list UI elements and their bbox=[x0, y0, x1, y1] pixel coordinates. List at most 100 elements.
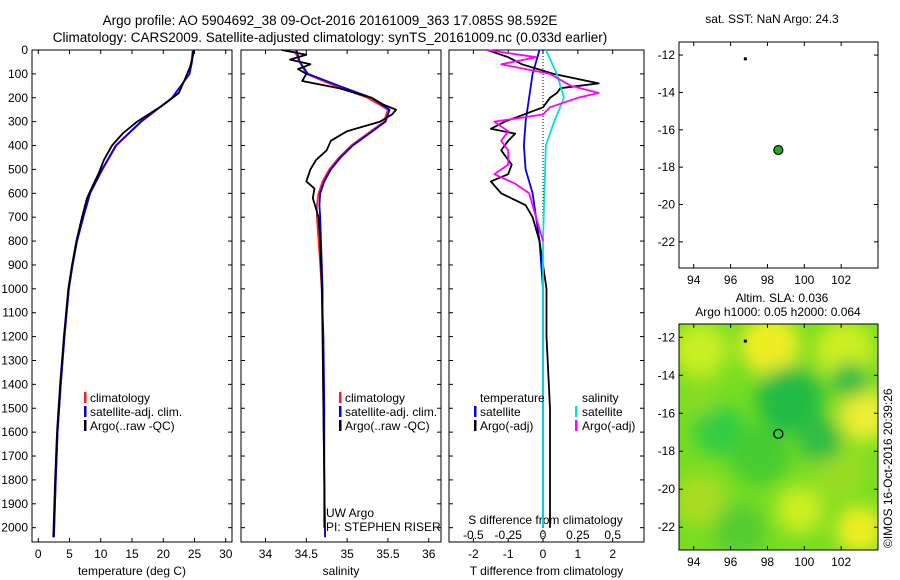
x-tick-label: 100 bbox=[794, 273, 814, 287]
salinity-profile-panel: 34 34.5 35 35.5 36 salinity bbox=[240, 49, 442, 578]
legend-satellite-label: satellite-adj. clim. bbox=[345, 405, 437, 419]
legend-swatch bbox=[575, 420, 578, 431]
y-tick-label: 1700 bbox=[1, 449, 28, 463]
previous-position-marker bbox=[743, 339, 747, 343]
x-tick-label: 98 bbox=[761, 555, 775, 569]
x-axis-label: temperature (deg C) bbox=[78, 564, 186, 578]
legend-satellite-label: satellite-adj. clim. bbox=[90, 405, 182, 419]
x-tick-label: 102 bbox=[831, 273, 851, 287]
series-line-3 bbox=[487, 49, 600, 242]
x-tick-label: 25 bbox=[188, 547, 202, 561]
x-tick-label: 20 bbox=[157, 547, 171, 561]
y-tick-label: -16 bbox=[658, 406, 676, 420]
x-tick-label: 34.5 bbox=[295, 547, 319, 561]
plot-title-line2: Climatology: CARS2009. Satellite-adjuste… bbox=[52, 30, 608, 45]
map-frame bbox=[678, 41, 879, 269]
y-tick-label: 1900 bbox=[1, 497, 28, 511]
y-tick-label: 1300 bbox=[1, 353, 28, 367]
y-tick-label: 2000 bbox=[1, 521, 28, 535]
y-tick-label: -20 bbox=[658, 197, 676, 211]
y-tick-label: -14 bbox=[658, 85, 676, 99]
y-tick-label: 800 bbox=[8, 234, 28, 248]
legend-swatch bbox=[84, 420, 87, 431]
plot-frame bbox=[240, 49, 442, 543]
y-tick-label: -20 bbox=[658, 482, 676, 496]
y-tick-label: 1200 bbox=[1, 330, 28, 344]
x-tick-label: 35 bbox=[340, 547, 354, 561]
series-line-2 bbox=[542, 49, 565, 528]
x-tick-label: 102 bbox=[831, 555, 851, 569]
argo-float-marker bbox=[773, 428, 784, 439]
sst-map-panel: 94 96 98 100 102 -12 -14 -16 -18 -20 -22 bbox=[658, 41, 879, 287]
sla-blob bbox=[756, 366, 824, 434]
legend-swatch bbox=[474, 406, 477, 417]
legend-swatch bbox=[84, 406, 87, 417]
x-tick-label: 15 bbox=[125, 547, 139, 561]
y-tick-label: -12 bbox=[658, 48, 676, 62]
legend-swatch bbox=[84, 392, 87, 403]
y-tick-label: 1100 bbox=[2, 306, 28, 320]
y-tick-label: -22 bbox=[658, 520, 676, 534]
credit-line2: PI: STEPHEN RISER bbox=[326, 520, 441, 534]
y-tick-label: 600 bbox=[8, 186, 28, 200]
y-tick-label: 1000 bbox=[1, 282, 28, 296]
x-tick-label-salinity: 0 bbox=[540, 528, 547, 542]
sla-blob bbox=[740, 324, 800, 375]
sla-blob bbox=[730, 425, 790, 485]
x-tick-label-salinity: 0.25 bbox=[566, 528, 590, 542]
difference-profile-panel: -2 -1 0 1 2 T difference from climatology -0.5… bbox=[448, 49, 645, 578]
y-tick-label: 700 bbox=[8, 210, 28, 224]
y-tick-label: 1400 bbox=[1, 377, 28, 391]
x-tick-label-salinity: -0.25 bbox=[495, 528, 523, 542]
x-tick-label: 96 bbox=[724, 273, 738, 287]
series-line-1 bbox=[487, 49, 600, 528]
x-tick-label: 2 bbox=[609, 547, 616, 561]
x-tick-label: 98 bbox=[761, 273, 775, 287]
x-tick-label: -1 bbox=[503, 547, 514, 561]
legend-swatch bbox=[339, 406, 342, 417]
x-axis-label: salinity bbox=[323, 564, 360, 578]
sla-blob bbox=[832, 362, 868, 398]
sla-map-panel: 94 96 98 100 102 -12 -14 -16 -18 -20 -22 bbox=[658, 323, 879, 569]
x-tick-label: 100 bbox=[794, 555, 814, 569]
series-line-2 bbox=[281, 49, 398, 528]
legend-climatology-label: climatology bbox=[90, 391, 150, 405]
x-axis-label-top: S difference from climatology bbox=[468, 513, 623, 527]
salinity-legend: climatology satellite-adj. clim. Argo(..… bbox=[326, 391, 441, 534]
x-tick-label: 94 bbox=[687, 555, 701, 569]
x-tick-label: 94 bbox=[687, 273, 701, 287]
sla-blob bbox=[839, 389, 878, 441]
x-tick-label: 5 bbox=[66, 547, 73, 561]
plot-title-line1: Argo profile: AO 5904692_38 09-Oct-2016 … bbox=[102, 13, 558, 28]
legend-temperature-title: temperature bbox=[480, 391, 545, 405]
argo-float-marker bbox=[773, 144, 784, 156]
y-tick-label: -18 bbox=[658, 444, 676, 458]
legend-swatch bbox=[339, 392, 342, 403]
sla-map-title-line1: Altim. SLA: 0.036 bbox=[736, 291, 829, 305]
legend-salinity-title: salinity bbox=[582, 391, 619, 405]
y-tick-label: -12 bbox=[658, 330, 676, 344]
y-tick-label: -22 bbox=[658, 235, 676, 249]
x-tick-label: 0 bbox=[540, 547, 547, 561]
sla-blob bbox=[714, 504, 766, 550]
x-tick-label: 1 bbox=[574, 547, 581, 561]
sla-blob bbox=[680, 375, 720, 415]
x-tick-label: -2 bbox=[468, 547, 479, 561]
y-tick-label: 1500 bbox=[1, 401, 28, 415]
sla-field bbox=[679, 324, 878, 550]
series-line-2 bbox=[52, 49, 195, 538]
plot-frame bbox=[31, 49, 233, 543]
legend-temp-satellite-label: satellite bbox=[480, 405, 521, 419]
y-tick-label: -14 bbox=[658, 368, 676, 382]
legend-swatch bbox=[339, 420, 342, 431]
y-tick-label: 1600 bbox=[1, 425, 28, 439]
legend-argo-label: Argo(..raw -QC) bbox=[345, 419, 430, 433]
x-tick-label: 0 bbox=[35, 547, 42, 561]
y-tick-label: 100 bbox=[8, 67, 28, 81]
y-tick-label: 500 bbox=[8, 162, 28, 176]
y-tick-label: 200 bbox=[8, 91, 28, 105]
sla-blob bbox=[798, 418, 842, 462]
sst-map-title: sat. SST: NaN Argo: 24.3 bbox=[705, 12, 839, 26]
legend-swatch bbox=[474, 420, 477, 431]
sla-blobs bbox=[679, 324, 878, 550]
